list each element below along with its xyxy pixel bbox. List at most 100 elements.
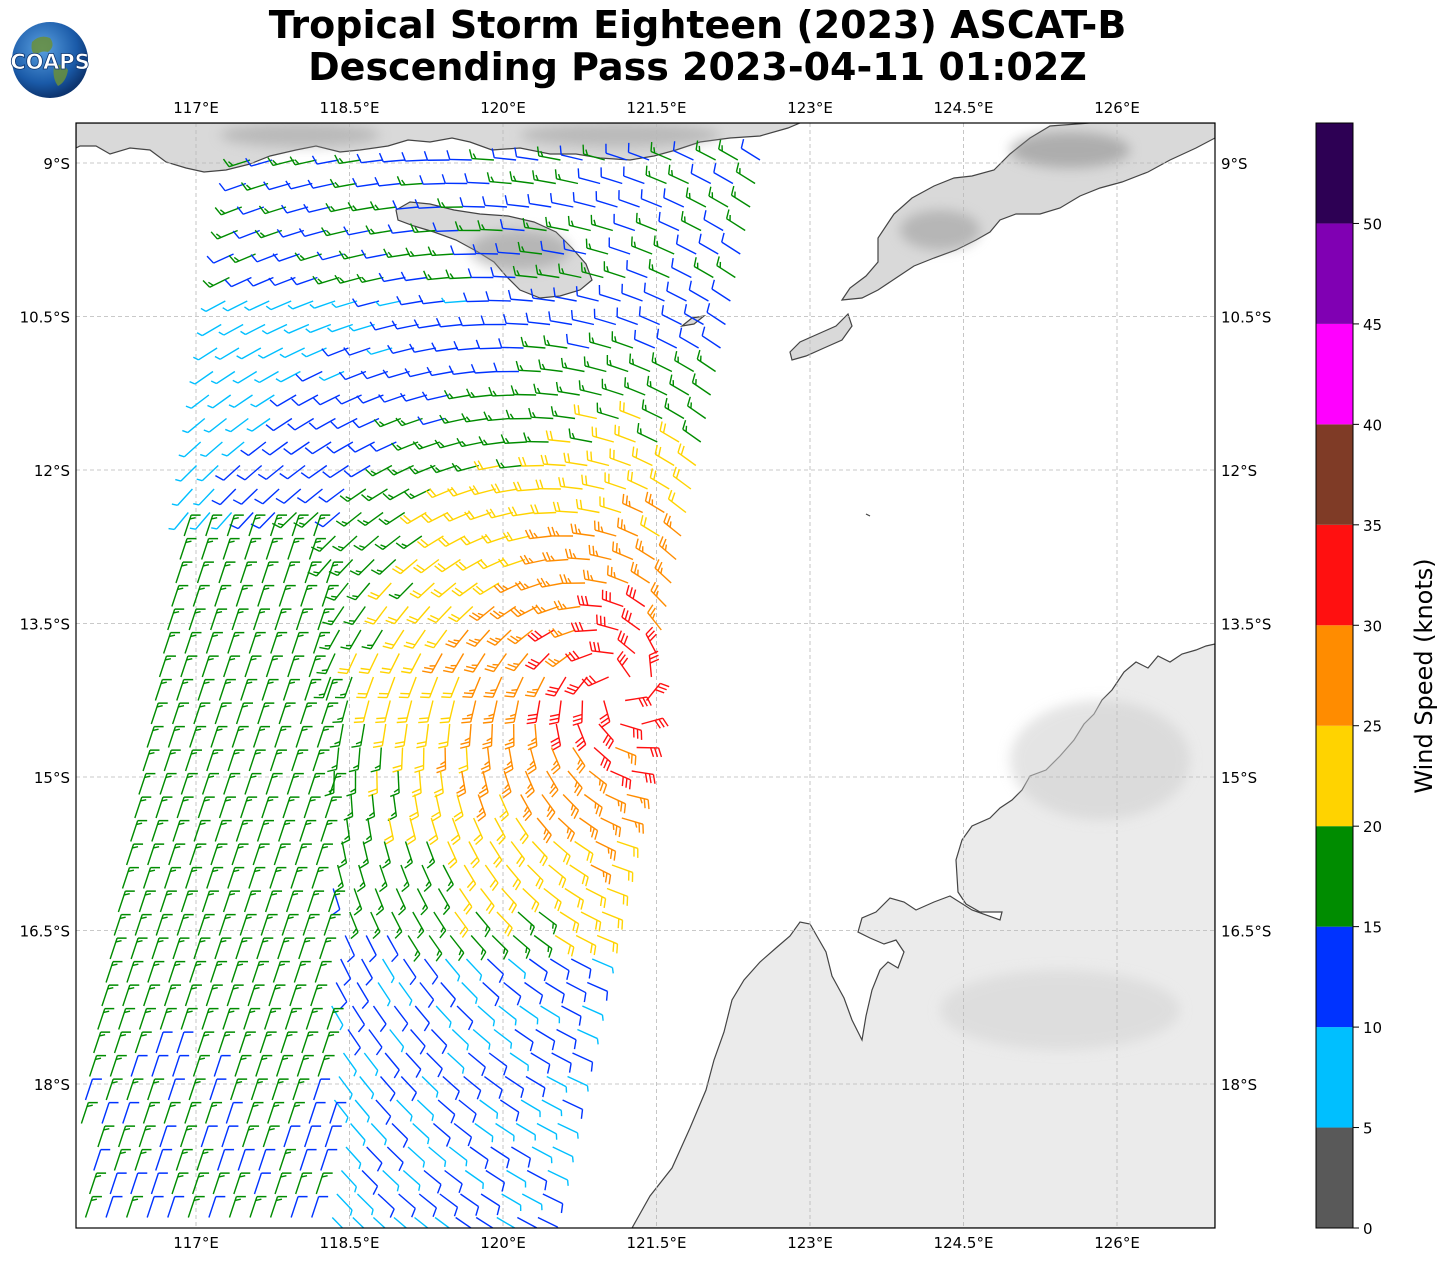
wind-barb <box>548 864 567 889</box>
wind-barb <box>543 335 568 349</box>
wind-barb <box>578 380 602 396</box>
wind-barb <box>427 246 454 257</box>
wind-barb <box>575 934 597 956</box>
wind-barb <box>648 650 660 678</box>
wind-barb <box>311 1195 329 1218</box>
wind-barb <box>391 911 403 939</box>
wind-barb <box>298 228 327 238</box>
wind-barb <box>209 1078 227 1101</box>
wind-barb <box>367 582 392 600</box>
wind-barb <box>382 841 391 869</box>
wind-barb <box>294 252 322 262</box>
latitude-tick-label: 9°S <box>1221 155 1248 173</box>
wind-barb <box>622 166 645 185</box>
globe-icon <box>12 22 88 98</box>
wind-barb <box>167 725 185 748</box>
wind-barb <box>501 888 518 914</box>
wind-barb <box>432 1122 451 1147</box>
wind-barb <box>396 176 424 186</box>
wind-barb <box>269 514 288 537</box>
wind-barb <box>658 211 680 232</box>
wind-barb <box>227 631 245 654</box>
wind-barb <box>480 747 491 774</box>
wind-barb <box>562 1099 584 1119</box>
wind-barb <box>193 488 215 506</box>
wind-barb <box>261 561 279 584</box>
wind-barb <box>226 984 244 1007</box>
wind-barb <box>281 913 299 936</box>
small-islet <box>865 513 871 517</box>
wind-barb <box>441 174 468 185</box>
wind-barb <box>337 653 358 675</box>
wind-barb <box>431 794 442 822</box>
wind-barb <box>421 391 450 401</box>
wind-barb <box>364 606 388 625</box>
wind-barb <box>126 960 144 983</box>
wind-barb <box>207 394 232 409</box>
wind-barb <box>526 747 537 775</box>
wind-barb <box>453 794 464 822</box>
wind-barb <box>546 770 559 798</box>
wind-barb <box>600 817 622 838</box>
wind-barb <box>611 331 634 349</box>
wind-barb <box>316 251 344 261</box>
wind-barb <box>619 400 641 420</box>
wind-barb <box>464 510 492 521</box>
wind-barb <box>588 770 608 794</box>
wind-barb <box>447 486 475 497</box>
wind-barb <box>305 323 332 334</box>
wind-barb <box>404 841 413 869</box>
wind-barb <box>621 283 643 302</box>
wind-barb <box>567 1075 589 1092</box>
wind-barb <box>633 329 656 349</box>
wind-barb <box>583 793 603 817</box>
wind-barb <box>677 443 697 467</box>
wind-barb <box>435 1005 452 1028</box>
wind-barb <box>663 513 682 537</box>
wind-barb <box>448 605 474 623</box>
wind-barb <box>418 1193 438 1217</box>
wind-barb <box>385 606 409 625</box>
wind-barb <box>282 796 300 819</box>
wind-barb <box>430 582 457 598</box>
wind-barb <box>221 1125 239 1148</box>
latitude-tick-label: 12°S <box>34 462 70 480</box>
wind-barb <box>463 653 486 673</box>
wind-barb <box>525 312 551 326</box>
wind-barb <box>274 608 292 631</box>
wind-barb <box>483 411 510 422</box>
wind-barb <box>392 747 404 773</box>
wind-barb <box>393 1005 409 1032</box>
wind-barb <box>551 1052 572 1073</box>
wind-barb <box>610 770 632 790</box>
wind-barb <box>203 417 227 433</box>
wind-barb <box>370 558 397 576</box>
wind-barb <box>294 843 312 866</box>
wind-barb <box>439 414 467 424</box>
wind-barb <box>640 515 660 537</box>
wind-barb <box>370 747 382 773</box>
wind-barb <box>601 911 624 930</box>
wind-barb <box>561 1005 582 1026</box>
wind-barb <box>372 1216 387 1228</box>
wind-barb <box>478 436 506 446</box>
wind-barb <box>312 749 330 772</box>
small-islet <box>679 315 707 327</box>
wind-barb <box>356 273 384 284</box>
wind-barb <box>559 574 586 585</box>
wind-barb <box>228 1195 246 1218</box>
wind-barb <box>420 676 439 699</box>
wind-barb <box>204 1101 223 1124</box>
wind-barb <box>468 149 494 161</box>
wind-barb <box>146 725 164 748</box>
wind-barb <box>463 864 477 892</box>
wind-barb <box>327 323 353 333</box>
wind-barb <box>504 1075 525 1099</box>
wind-barb <box>635 538 655 561</box>
wind-barb <box>577 1028 599 1045</box>
wind-barb <box>257 464 284 480</box>
wind-barb <box>159 890 177 913</box>
wind-barb <box>311 155 339 165</box>
wind-barb <box>143 984 161 1007</box>
wind-barb <box>468 485 497 496</box>
